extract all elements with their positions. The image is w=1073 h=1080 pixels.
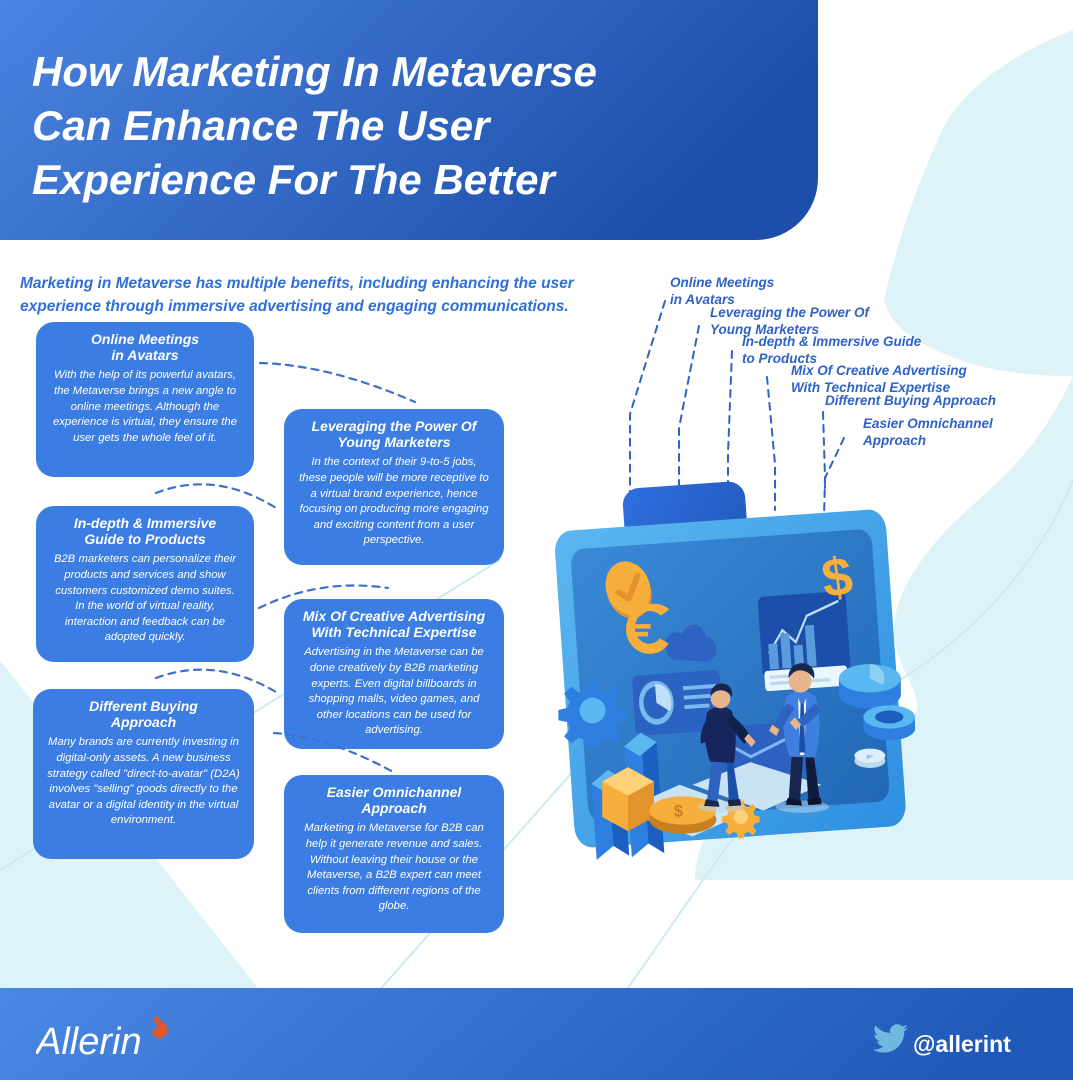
svg-text:Allerin: Allerin	[36, 1021, 142, 1063]
svg-text:@allerint: @allerint	[913, 1031, 1011, 1057]
